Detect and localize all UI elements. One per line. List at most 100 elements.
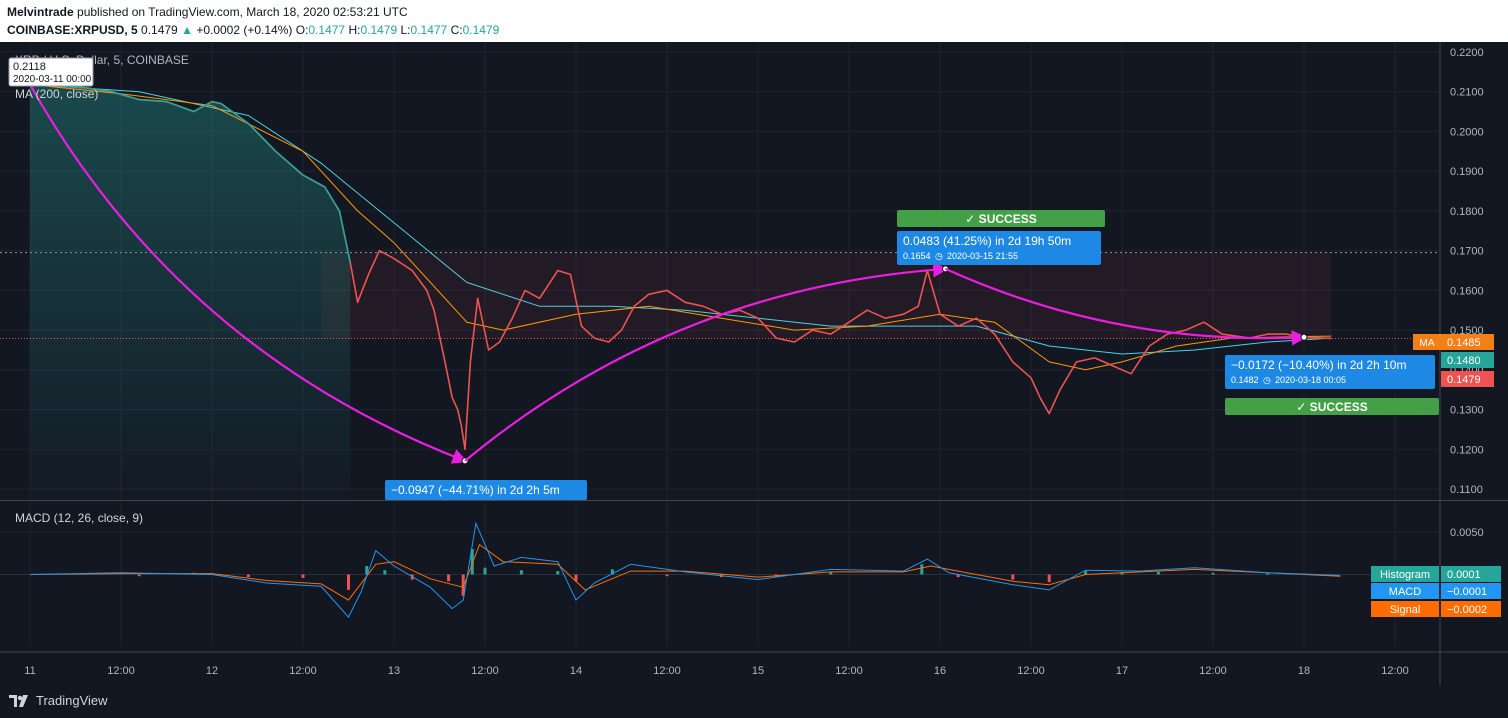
success-badge-text: ✓ SUCCESS xyxy=(1296,400,1367,414)
success-badge xyxy=(897,210,1105,227)
histogram-bar xyxy=(470,548,474,575)
up-triangle-icon: ▲ xyxy=(181,23,193,37)
measure-callout-time: 2020-03-18 00:05 xyxy=(1275,375,1346,385)
high-value: 0.1479 xyxy=(360,23,398,37)
histogram-bar xyxy=(447,574,451,582)
price-tick-label: 0.1200 xyxy=(1450,444,1484,456)
histogram-bar xyxy=(556,571,560,575)
histogram-bar xyxy=(137,574,141,577)
price-range-band xyxy=(321,252,1332,339)
histogram-bar xyxy=(347,574,350,590)
histogram-bar xyxy=(920,564,924,575)
time-tick-label: 14 xyxy=(570,665,582,677)
quote-line: COINBASE:XRPUSD, 5 0.1479 ▲ +0.0002 (+0.… xyxy=(7,23,499,37)
measure-callout-time: 2020-03-15 21:55 xyxy=(947,251,1018,261)
histogram-bar xyxy=(1156,571,1160,575)
measure-arrows[interactable] xyxy=(29,83,1308,465)
macd-label-name: Histogram xyxy=(1380,569,1430,581)
time-tick-label: 17 xyxy=(1116,665,1128,677)
time-tick-label: 18 xyxy=(1298,665,1310,677)
macd-label-tag xyxy=(1371,566,1439,582)
price-tick-label: 0.2000 xyxy=(1450,126,1484,138)
open-value: 0.1477 xyxy=(308,23,346,37)
macd-tick-label: 0.0050 xyxy=(1450,527,1484,539)
measure-arrow[interactable] xyxy=(29,83,468,464)
histogram-bar xyxy=(1011,574,1015,580)
time-tick-label: 12:00 xyxy=(107,665,135,677)
price-tick-label: 0.2100 xyxy=(1450,87,1484,99)
histogram-bar xyxy=(829,571,833,575)
histogram-bar xyxy=(1266,573,1270,575)
measure-callout-box xyxy=(385,480,587,500)
axis-label-tag xyxy=(1413,334,1441,350)
ma-line xyxy=(29,84,1332,371)
histogram-bar xyxy=(574,574,578,582)
crosshair-tooltip xyxy=(8,57,94,87)
histogram-bar xyxy=(1047,574,1051,583)
measure-callout-price: 0.1482 xyxy=(1231,375,1259,385)
histogram-bar xyxy=(610,569,614,575)
histogram-bar xyxy=(365,565,369,575)
time-tick-label: 12:00 xyxy=(835,665,863,677)
measure-callout-text: −0.0172 (−10.40%) in 2d 2h 10m xyxy=(1231,358,1406,372)
measure-anchor[interactable] xyxy=(1300,333,1308,341)
histogram-bar xyxy=(301,574,305,578)
histogram-bar xyxy=(519,570,523,575)
measure-callout-text: 0.0483 (41.25%) in 2d 19h 50m xyxy=(903,234,1071,248)
success-badge xyxy=(1225,398,1439,415)
macd-line xyxy=(29,521,1341,618)
author-name[interactable]: Melvintrade xyxy=(7,5,74,19)
chart-area[interactable]: 0.2200 0.2100 0.2000 0.1900 0.1800 0.1700 0.16… xyxy=(0,42,1508,685)
macd-label-tag xyxy=(1371,583,1439,599)
histogram-bar xyxy=(461,574,465,596)
macd-indicator-label[interactable]: MACD (12, 26, close, 9) xyxy=(15,511,143,525)
time-tick-label: 11 xyxy=(24,665,35,677)
time-tick-label: 13 xyxy=(388,665,400,677)
macd-pane xyxy=(0,521,1440,618)
ma-indicator-label[interactable]: MA (200, close) xyxy=(15,87,98,101)
histogram-bar xyxy=(665,574,669,577)
measure-arrow[interactable] xyxy=(464,262,949,462)
time-tick-label: 12:00 xyxy=(1199,665,1227,677)
price-tick-label: 0.1600 xyxy=(1450,285,1484,297)
measure-callout-text: −0.0947 (−44.71%) in 2d 2h 5m xyxy=(391,483,560,497)
macd-label-tag xyxy=(1371,601,1439,617)
axis-value-text: 0.1485 xyxy=(1447,337,1481,349)
axis-label-name: MA xyxy=(1420,338,1435,349)
histogram-bar xyxy=(1084,571,1088,575)
chart-svg[interactable]: 0.2200 0.2100 0.2000 0.1900 0.1800 0.1700 0.16… xyxy=(0,42,1508,685)
high-label: H: xyxy=(348,23,361,37)
time-tick-label: 12:00 xyxy=(1017,665,1045,677)
crosshair-price: 0.2118 xyxy=(13,61,46,73)
tradingview-wordmark: TradingView xyxy=(36,693,108,708)
time-tick-label: 16 xyxy=(934,665,946,677)
clock-icon: ◷ xyxy=(1263,375,1271,385)
time-tick-label: 15 xyxy=(752,665,764,677)
macd-value-tag xyxy=(1441,601,1501,617)
time-tick-label: 12:00 xyxy=(1381,665,1409,677)
histogram-bar xyxy=(483,567,487,575)
tradingview-logo-icon xyxy=(9,694,28,707)
tradingview-brand[interactable]: TradingView xyxy=(8,693,108,708)
macd-value-tag xyxy=(1441,583,1501,599)
time-tick-label: 12:00 xyxy=(289,665,317,677)
symbol-label[interactable]: COINBASE:XRPUSD, 5 xyxy=(7,23,138,37)
publish-header: Melvintrade published on TradingView.com… xyxy=(0,0,1508,42)
price-change: +0.0002 (+0.14%) xyxy=(196,23,293,37)
close-value: 0.1479 xyxy=(462,23,500,37)
time-axis[interactable]: 11 12:00 12 12:00 13 12:00 14 12:00 15 12:00 16 12:… xyxy=(24,665,1408,677)
measure-arrow[interactable] xyxy=(945,267,1308,346)
measure-callouts: −0.0947 (−44.71%) in 2d 2h 5m 0.0483 (41.… xyxy=(385,210,1439,500)
crosshair-time: 2020-03-11 00:00 xyxy=(13,74,92,85)
measure-callout-box xyxy=(897,231,1101,265)
measure-callout-price: 0.1654 xyxy=(903,251,931,261)
macd-value-tag xyxy=(1441,566,1501,582)
histogram-bar xyxy=(246,574,250,578)
macd-value-text: −0.0002 xyxy=(1447,604,1487,616)
axis-value-text: 0.1480 xyxy=(1447,355,1481,367)
clock-icon: ◷ xyxy=(935,251,943,261)
published-text: published on TradingView.com, March 18, … xyxy=(77,5,408,19)
price-tick-label: 0.1900 xyxy=(1450,166,1484,178)
success-badge-text: ✓ SUCCESS xyxy=(965,212,1036,226)
price-tick-label: 0.1800 xyxy=(1450,206,1484,218)
